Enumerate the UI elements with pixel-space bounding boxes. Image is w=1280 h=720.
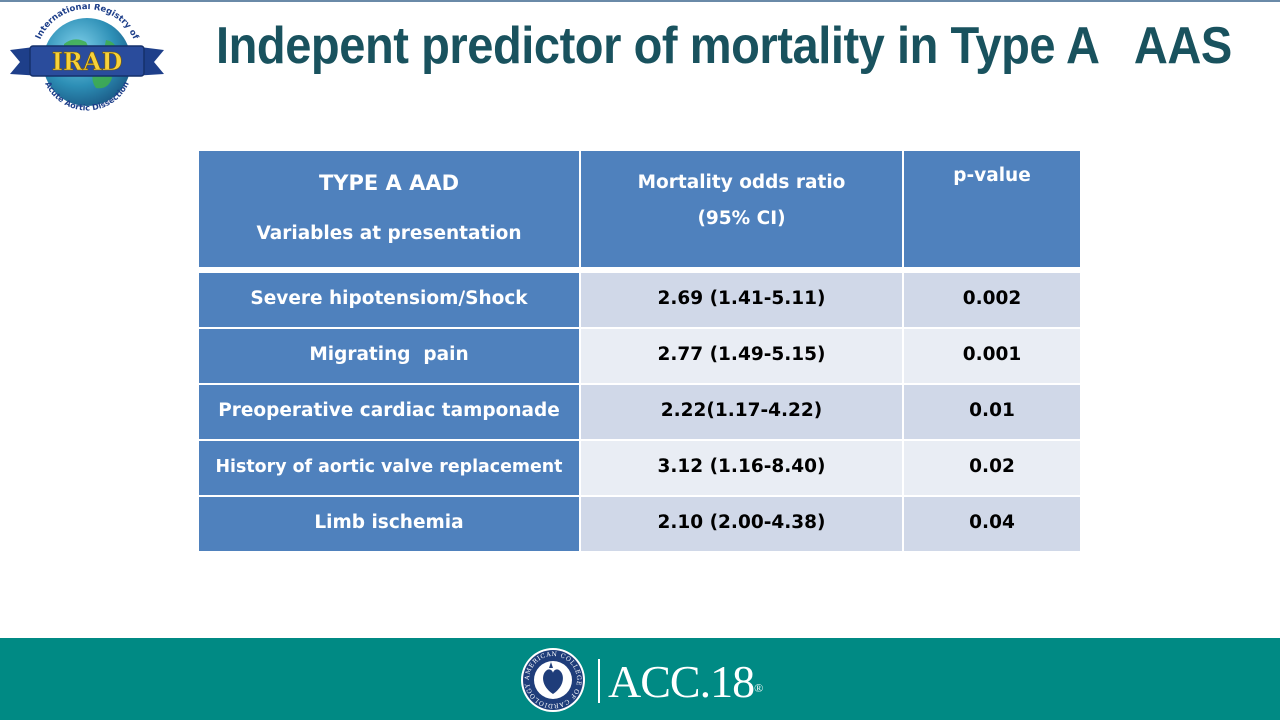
variable-cell: History of aortic valve replacement	[199, 441, 579, 495]
odds-ratio-cell: 2.22(1.17-4.22)	[581, 385, 902, 439]
p-value-cell: 0.001	[904, 329, 1080, 383]
header-p-value: p-value	[953, 165, 1031, 186]
table-header-row: TYPE A AAD Variables at presentation Mor…	[199, 151, 1080, 267]
top-rule	[0, 0, 1280, 2]
p-value-cell: 0.04	[904, 497, 1080, 551]
table-row: Preoperative cardiac tamponade 2.22(1.17…	[199, 385, 1080, 439]
heart-icon	[543, 669, 563, 694]
p-value-cell: 0.01	[904, 385, 1080, 439]
header-variables-at-presentation: Variables at presentation	[256, 223, 522, 244]
header-p-value-cell: p-value	[904, 151, 1080, 267]
irad-logo: International Registry of Acute Aortic D…	[6, 4, 168, 116]
table-row: Limb ischemia 2.10 (2.00-4.38) 0.04	[199, 497, 1080, 551]
footer-divider	[598, 659, 600, 703]
mortality-predictors-table: TYPE A AAD Variables at presentation Mor…	[199, 151, 1080, 551]
table-row: Migrating pain 2.77 (1.49-5.15) 0.001	[199, 329, 1080, 383]
odds-ratio-cell: 2.69 (1.41-5.11)	[581, 273, 902, 327]
header-variables-cell: TYPE A AAD Variables at presentation	[199, 151, 579, 267]
header-odds-ratio-cell: Mortality odds ratio (95% CI)	[581, 151, 902, 267]
table-row: History of aortic valve replacement 3.12…	[199, 441, 1080, 495]
odds-ratio-cell: 2.77 (1.49-5.15)	[581, 329, 902, 383]
odds-ratio-cell: 3.12 (1.16-8.40)	[581, 441, 902, 495]
header-type-a-aad: TYPE A AAD	[318, 171, 460, 195]
irad-logo-text: IRAD	[52, 47, 123, 76]
p-value-cell: 0.02	[904, 441, 1080, 495]
header-odds-ratio: Mortality odds ratio (95% CI)	[581, 165, 902, 237]
trademark-symbol: ®	[754, 681, 763, 695]
header-odds-ratio-line2: (95% CI)	[697, 208, 786, 229]
acc-seal-icon: AMERICAN COLLEGE OF CARDIOLOGY	[519, 646, 587, 714]
odds-ratio-cell: 2.10 (2.00-4.38)	[581, 497, 902, 551]
acc18-brand: ACC.18	[608, 656, 755, 707]
acc18-logo-text: ACC.18®	[608, 654, 763, 710]
slide-title: Indepent predictor of mortality in Type …	[216, 17, 1232, 75]
variable-cell: Preoperative cardiac tamponade	[199, 385, 579, 439]
header-odds-ratio-line1: Mortality odds ratio	[637, 172, 846, 193]
footer-bar	[0, 638, 1280, 720]
p-value-cell: 0.002	[904, 273, 1080, 327]
variable-cell: Migrating pain	[199, 329, 579, 383]
table-row: Severe hipotensiom/Shock 2.69 (1.41-5.11…	[199, 273, 1080, 327]
variable-cell: Limb ischemia	[199, 497, 579, 551]
variable-cell: Severe hipotensiom/Shock	[199, 273, 579, 327]
